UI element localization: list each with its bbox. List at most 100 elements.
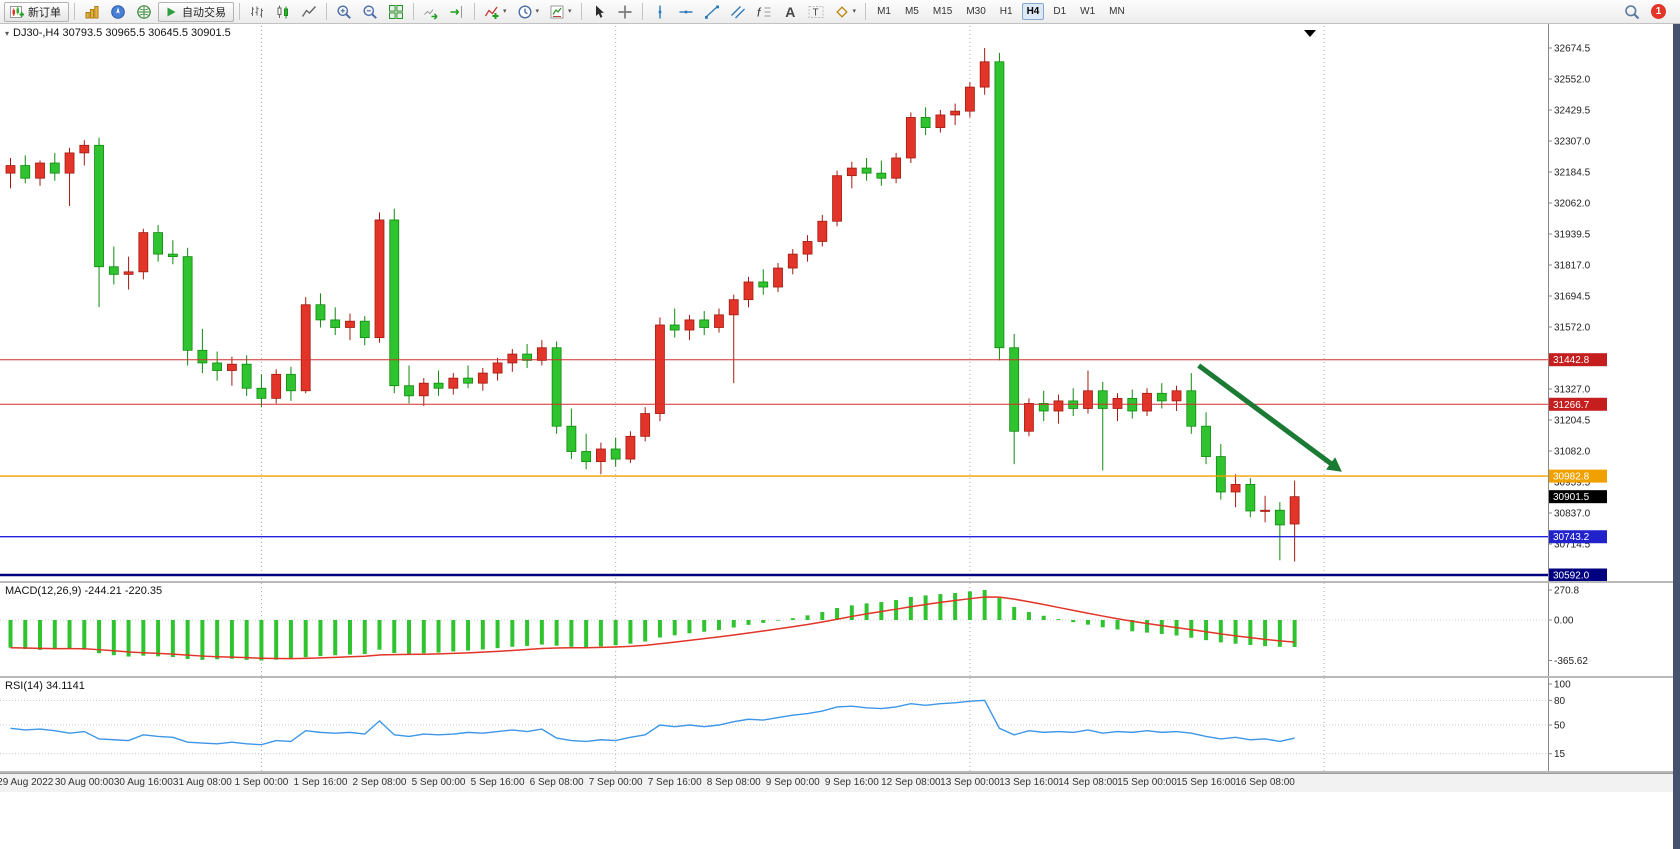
- new-order-button[interactable]: 新订单: [4, 1, 69, 22]
- candle: [1038, 403, 1049, 412]
- bar-chart-button[interactable]: [245, 2, 269, 22]
- auto-scroll-icon: [424, 8, 438, 20]
- trendline-button[interactable]: [700, 2, 724, 22]
- search-button[interactable]: [1620, 2, 1644, 22]
- notification-badge[interactable]: 1: [1651, 4, 1666, 19]
- text-button[interactable]: A: [778, 2, 802, 22]
- crosshair-button[interactable]: [613, 2, 637, 22]
- autotrading-button-label: 自动交易: [182, 6, 226, 19]
- rsi-indicator-label: RSI(14) 34.1141: [5, 680, 85, 692]
- time-label: 1 Sep 00:00: [234, 777, 289, 788]
- cursor-button[interactable]: [587, 2, 611, 22]
- candle: [374, 219, 385, 339]
- zoom-out-button[interactable]: [358, 2, 382, 22]
- toolbar-separator: [580, 3, 582, 20]
- autotrading-button[interactable]: 自动交易: [158, 1, 234, 22]
- candle: [1260, 509, 1270, 512]
- svg-text:T: T: [812, 7, 818, 18]
- candlestick-chart-button[interactable]: [271, 2, 295, 22]
- svg-text:f: f: [757, 5, 762, 19]
- time-axis[interactable]: 29 Aug 2022 30 Aug 00:00 30 Aug 16:00 31 Au…: [0, 773, 1680, 792]
- one-click-trading-toggle-icon[interactable]: ▾: [5, 28, 10, 38]
- shapes-icon: [835, 5, 848, 18]
- dropdown-caret-icon: ▾: [852, 8, 857, 15]
- time-label: 5 Sep 00:00: [411, 777, 466, 788]
- label-button[interactable]: T: [804, 2, 828, 22]
- time-label: 7 Sep 16:00: [647, 777, 702, 788]
- candle: [965, 86, 975, 112]
- dropdown-caret-icon: ▾: [568, 8, 572, 15]
- candle: [1009, 347, 1020, 432]
- market-watch-button[interactable]: [80, 2, 104, 22]
- panel-splitter[interactable]: [0, 676, 1680, 678]
- auto-scroll-button[interactable]: [419, 2, 443, 22]
- timeframe-button-M15[interactable]: M15: [932, 6, 953, 17]
- periods-button[interactable]: ▾: [513, 2, 544, 22]
- rsi-scale-label: 15: [1554, 749, 1566, 760]
- timeframe-button-H4[interactable]: H4: [1021, 3, 1045, 20]
- zoom-in-button[interactable]: [332, 2, 356, 22]
- template-icon: [550, 5, 564, 18]
- toolbar-group: 自动交易: [80, 1, 234, 22]
- vertical-line-button[interactable]: [648, 2, 672, 22]
- line-chart-button[interactable]: [297, 2, 321, 22]
- panel-splitter[interactable]: [0, 771, 1680, 773]
- panel-splitter[interactable]: [0, 581, 1680, 583]
- horizontal-line-button[interactable]: [674, 2, 698, 22]
- candle: [64, 152, 75, 174]
- candle: [920, 117, 931, 128]
- candle: [286, 373, 296, 392]
- templates-button[interactable]: ▾: [545, 2, 576, 22]
- price-chart-panel[interactable]: 32674.5 32552.0 32429.5 32307.0 32184.5 32062…: [0, 24, 1680, 581]
- chart-window[interactable]: ▾ DJ30-,H4 30793.5 30965.5 30645.5 30901…: [0, 24, 1680, 849]
- right-edge-strip: [1673, 24, 1680, 849]
- rsi-scale-label: 50: [1554, 721, 1566, 732]
- timeframe-button-M30[interactable]: M30: [966, 6, 986, 17]
- candle: [507, 353, 518, 364]
- terminal-button[interactable]: [132, 2, 156, 22]
- price-scale-label: 30714.5: [1554, 540, 1591, 551]
- arrow-annotation[interactable]: [1197, 363, 1336, 468]
- arrow-annotation-head[interactable]: [1326, 457, 1342, 472]
- fibonacci-button[interactable]: f: [752, 2, 776, 22]
- timeframe-button-D1[interactable]: D1: [1053, 6, 1067, 17]
- indicators-button[interactable]: ▾: [480, 2, 511, 22]
- candle: [345, 320, 355, 328]
- price-scale-label: 32184.5: [1554, 168, 1591, 179]
- price-level-tag: [1549, 568, 1607, 581]
- autotrading-icon: [167, 7, 176, 16]
- candle: [226, 363, 237, 371]
- candle: [330, 319, 341, 328]
- price-scale-label: 31082.0: [1554, 447, 1591, 458]
- timeframe-button-W1[interactable]: W1: [1080, 6, 1096, 17]
- candle: [1112, 397, 1123, 409]
- candle: [1083, 390, 1093, 409]
- price-scale-label: 32062.0: [1554, 199, 1591, 210]
- tile-windows-button[interactable]: [384, 2, 408, 22]
- toolbar-group: 新订单: [4, 1, 69, 22]
- shapes-button[interactable]: ▾: [830, 2, 861, 22]
- navigator-button[interactable]: [106, 2, 130, 22]
- trendline-icon: [704, 5, 719, 19]
- channel-button[interactable]: [726, 2, 750, 22]
- time-label: 14 Sep 08:00: [1058, 777, 1118, 788]
- macd-scale-label: 0.00: [1554, 616, 1574, 627]
- timeframe-button-M1[interactable]: M1: [877, 6, 891, 17]
- chart-shift-button[interactable]: [445, 2, 469, 22]
- timeframe-button-H1[interactable]: H1: [999, 6, 1013, 17]
- candle: [551, 347, 562, 427]
- candle: [1053, 400, 1064, 412]
- chart-dropdown-arrow-icon[interactable]: [1304, 30, 1316, 37]
- rsi-panel[interactable]: 100 80 50 15: [0, 678, 1680, 771]
- candle: [153, 232, 164, 255]
- price-level-tag: [1549, 469, 1607, 483]
- fibonacci-icon: f: [757, 5, 771, 19]
- candle: [684, 319, 695, 331]
- candle: [1156, 392, 1167, 402]
- macd-panel[interactable]: 270.8 0.00 -365.62: [0, 583, 1680, 676]
- timeframe-group: M1 M5 M15 M30 H1 H4 D1 W1 MN: [871, 3, 1131, 20]
- timeframe-button-M5[interactable]: M5: [904, 6, 919, 17]
- candle: [477, 372, 488, 384]
- timeframe-button-MN[interactable]: MN: [1109, 6, 1125, 17]
